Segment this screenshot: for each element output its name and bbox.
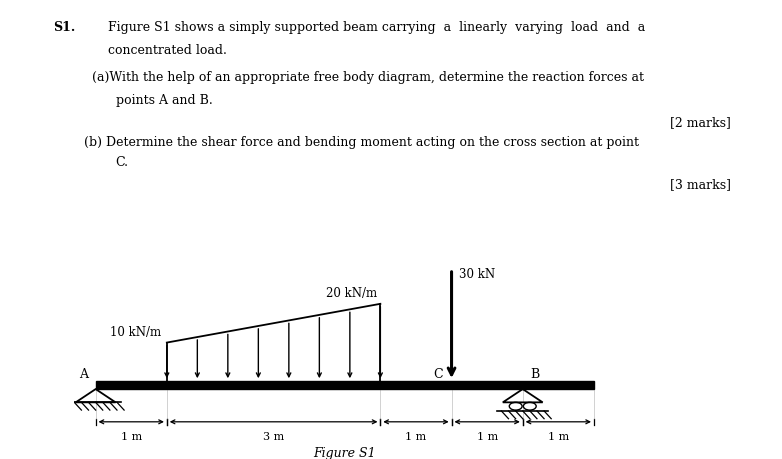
Text: 30 kN: 30 kN [459,267,495,280]
Text: 1 m: 1 m [476,431,498,441]
Text: 20 kN/m: 20 kN/m [325,286,377,299]
Text: 3 m: 3 m [263,431,284,441]
Text: Figure S1: Figure S1 [314,447,376,459]
Text: [3 marks]: [3 marks] [670,178,731,191]
Text: concentrated load.: concentrated load. [108,44,227,56]
Text: 10 kN/m: 10 kN/m [110,325,161,339]
Text: C.: C. [116,156,129,169]
Text: [2 marks]: [2 marks] [670,116,731,129]
Bar [95,381,594,389]
Text: A: A [80,367,88,380]
Text: (b) Determine the shear force and bending moment acting on the cross section at : (b) Determine the shear force and bendin… [84,135,640,148]
Text: B: B [530,367,539,380]
Text: 1 m: 1 m [405,431,427,441]
Text: S1.: S1. [53,21,75,34]
Text: (a)With the help of an appropriate free body diagram, determine the reaction for: (a)With the help of an appropriate free … [92,71,644,84]
Text: 1 m: 1 m [120,431,142,441]
Text: C: C [433,367,443,380]
Text: points A and B.: points A and B. [116,94,213,107]
Text: 1 m: 1 m [547,431,569,441]
Text: Figure S1 shows a simply supported beam carrying  a  linearly  varying  load  an: Figure S1 shows a simply supported beam … [108,21,645,34]
